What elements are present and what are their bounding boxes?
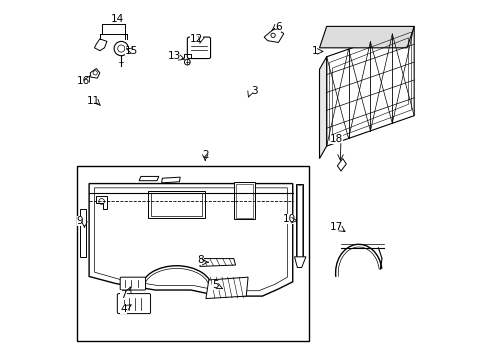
Text: 16: 16 — [77, 76, 90, 86]
Text: 17: 17 — [329, 222, 343, 232]
Text: 13: 13 — [168, 51, 181, 61]
Polygon shape — [90, 68, 100, 78]
Text: 6: 6 — [274, 22, 281, 32]
Text: 7: 7 — [120, 290, 127, 300]
Polygon shape — [233, 182, 255, 219]
Polygon shape — [94, 39, 107, 51]
FancyBboxPatch shape — [117, 294, 150, 314]
Text: 18: 18 — [329, 134, 343, 144]
Polygon shape — [89, 184, 292, 296]
Polygon shape — [80, 208, 85, 257]
Text: 9: 9 — [77, 216, 83, 226]
Text: 1: 1 — [311, 46, 318, 57]
Text: 10: 10 — [282, 213, 295, 224]
Text: 8: 8 — [197, 255, 204, 265]
Text: 5: 5 — [211, 280, 218, 291]
Polygon shape — [337, 158, 346, 171]
Polygon shape — [326, 26, 413, 146]
Polygon shape — [139, 176, 159, 181]
Text: 15: 15 — [124, 46, 138, 56]
Polygon shape — [264, 28, 283, 42]
FancyBboxPatch shape — [187, 37, 210, 59]
Text: 2: 2 — [202, 150, 208, 160]
Bar — [151, 193, 202, 216]
FancyBboxPatch shape — [120, 277, 145, 290]
Polygon shape — [200, 258, 235, 266]
Bar — [297, 185, 302, 257]
Polygon shape — [162, 177, 180, 183]
Polygon shape — [294, 257, 305, 267]
Polygon shape — [96, 196, 107, 208]
Polygon shape — [296, 184, 303, 258]
Text: 11: 11 — [87, 96, 100, 107]
Polygon shape — [319, 26, 413, 48]
Bar — [77, 166, 308, 341]
Text: 4: 4 — [120, 303, 127, 314]
Polygon shape — [205, 277, 247, 298]
Text: 3: 3 — [250, 86, 257, 96]
Text: 14: 14 — [110, 14, 123, 24]
Text: 12: 12 — [189, 34, 203, 44]
Polygon shape — [319, 57, 326, 158]
Bar — [148, 191, 205, 217]
